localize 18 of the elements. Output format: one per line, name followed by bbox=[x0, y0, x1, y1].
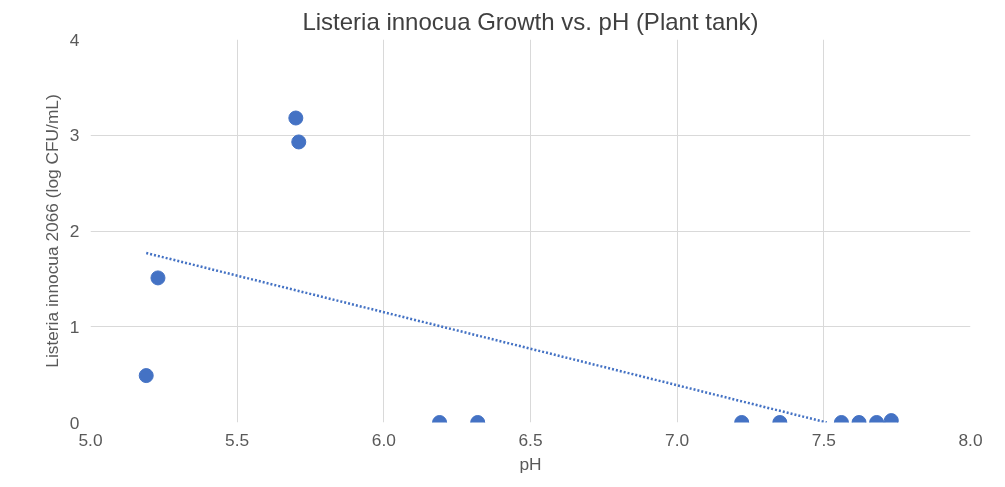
point bbox=[288, 110, 304, 126]
x-tick-label: 8.0 bbox=[958, 429, 983, 450]
y-tick-label: 3 bbox=[69, 125, 80, 146]
y-axis-title: Listeria innocua 2066 (log CFU/mL) bbox=[41, 94, 62, 368]
x-tick-label: 6.5 bbox=[518, 429, 543, 450]
x-axis-title: pH bbox=[519, 453, 542, 474]
y-tick-label: 2 bbox=[69, 221, 80, 241]
chart-title: Listeria innocua Growth vs. pH (Plant tank) bbox=[302, 7, 759, 35]
y-tick-label: 4 bbox=[69, 29, 80, 50]
point bbox=[150, 270, 166, 286]
y-tick-label: 1 bbox=[69, 316, 80, 337]
x-tick-label: 7.5 bbox=[811, 429, 836, 450]
x-tick-label: 6.0 bbox=[371, 429, 396, 450]
x-tick-label: 5.5 bbox=[225, 429, 250, 450]
x-tick-label: 7.0 bbox=[665, 429, 690, 450]
point bbox=[291, 134, 307, 150]
y-tick-label: 0 bbox=[69, 412, 80, 433]
x-tick-label: 5.0 bbox=[78, 429, 103, 450]
